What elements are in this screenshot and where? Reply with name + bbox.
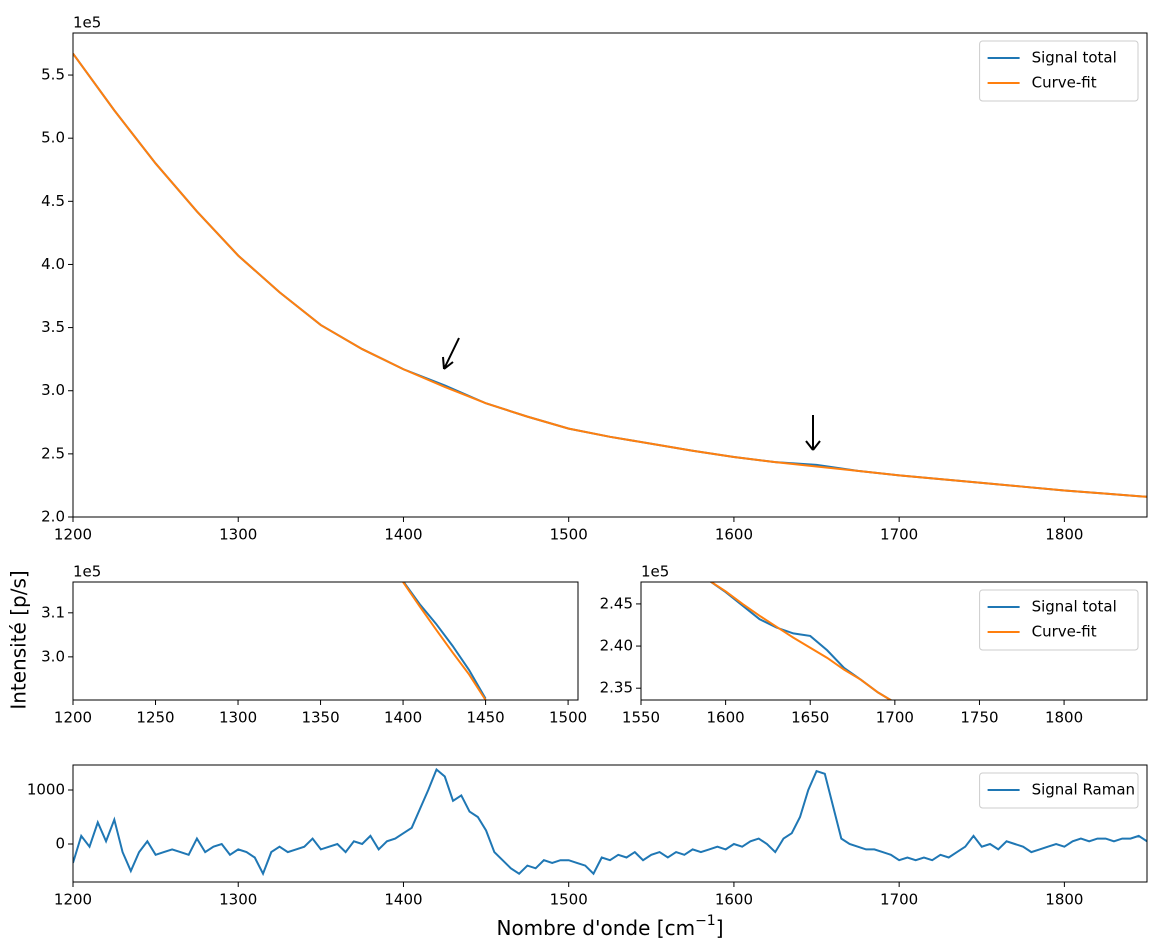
legend-box <box>979 40 1139 102</box>
x-tick-label: 1650 <box>791 709 829 727</box>
x-tick-label: 1400 <box>384 891 422 909</box>
y-tick-label: 3.5 <box>41 318 65 336</box>
x-axis-label-text: Nombre d'onde [cm <box>496 916 695 940</box>
x-tick-label: 1200 <box>54 709 92 727</box>
x-axis-label-close: ] <box>716 916 724 940</box>
x-tick-label: 1300 <box>219 891 257 909</box>
x-tick-label: 1800 <box>1045 526 1083 544</box>
arrow <box>442 337 460 370</box>
axes-frame <box>640 581 1148 701</box>
legend-label: Signal total <box>1032 598 1117 616</box>
annotation-arrows <box>442 337 821 451</box>
x-tick-label: 1200 <box>54 891 92 909</box>
axes-frame <box>72 32 1148 518</box>
series-line <box>73 52 1147 498</box>
y-tick-label: 4.0 <box>41 255 65 273</box>
x-tick-label: 1550 <box>622 709 660 727</box>
y-tick-label: 4.5 <box>41 192 65 210</box>
series-line <box>402 582 487 700</box>
x-tick-label: 1500 <box>549 709 587 727</box>
y-tick-label: 3.1 <box>41 603 65 621</box>
x-tick-label: 1400 <box>384 709 422 727</box>
legend-label: Signal total <box>1032 49 1117 67</box>
y-tick-label: 2.0 <box>41 508 65 526</box>
y-tick-label: 5.0 <box>41 129 65 147</box>
legend-box <box>979 589 1139 651</box>
offset-label: 1e5 <box>73 14 101 32</box>
series-line <box>73 52 1147 498</box>
x-tick-label: 1700 <box>880 891 918 909</box>
legend-label: Curve-fit <box>1032 623 1097 641</box>
y-tick-label: 0 <box>55 834 65 852</box>
x-tick-label: 1400 <box>384 526 422 544</box>
x-tick-label: 1450 <box>466 709 504 727</box>
x-tick-label: 1500 <box>550 526 588 544</box>
x-axis-label-exponent: −1 <box>695 913 716 929</box>
series-line <box>73 767 1147 877</box>
axes-frame <box>72 581 579 701</box>
y-tick-label: 2.40 <box>600 637 633 655</box>
y-tick-label: 1000 <box>27 780 65 798</box>
legend-label: Signal Raman <box>1032 781 1135 799</box>
x-tick-label: 1600 <box>707 709 745 727</box>
y-tick-label: 2.5 <box>41 444 65 462</box>
y-axis-label: Intensité [p/s] <box>7 570 31 709</box>
y-tick-label: 2.45 <box>600 594 633 612</box>
offset-label: 1e5 <box>73 563 101 581</box>
y-tick-label: 3.0 <box>41 381 65 399</box>
x-tick-label: 1700 <box>880 526 918 544</box>
x-tick-label: 1350 <box>301 709 339 727</box>
x-tick-label: 1800 <box>1045 891 1083 909</box>
y-tick-label: 2.35 <box>600 679 633 697</box>
series-line <box>402 582 487 700</box>
axes-frame <box>72 764 1148 883</box>
x-axis-label: Nombre d'onde [cm−1] <box>496 913 723 940</box>
offset-label: 1e5 <box>641 563 669 581</box>
y-tick-label: 3.0 <box>41 647 65 665</box>
x-tick-label: 1800 <box>1045 709 1083 727</box>
x-tick-label: 1200 <box>54 526 92 544</box>
x-tick-label: 1300 <box>219 709 257 727</box>
x-tick-label: 1600 <box>715 526 753 544</box>
x-tick-label: 1500 <box>550 891 588 909</box>
series-line <box>709 582 893 700</box>
x-tick-label: 1300 <box>219 526 257 544</box>
x-tick-label: 1600 <box>715 891 753 909</box>
legend-box <box>979 772 1139 809</box>
x-tick-label: 1700 <box>876 709 914 727</box>
arrow <box>805 415 821 451</box>
x-tick-label: 1750 <box>960 709 998 727</box>
legend-label: Curve-fit <box>1032 74 1097 92</box>
x-tick-label: 1250 <box>136 709 174 727</box>
y-tick-label: 5.5 <box>41 66 65 84</box>
